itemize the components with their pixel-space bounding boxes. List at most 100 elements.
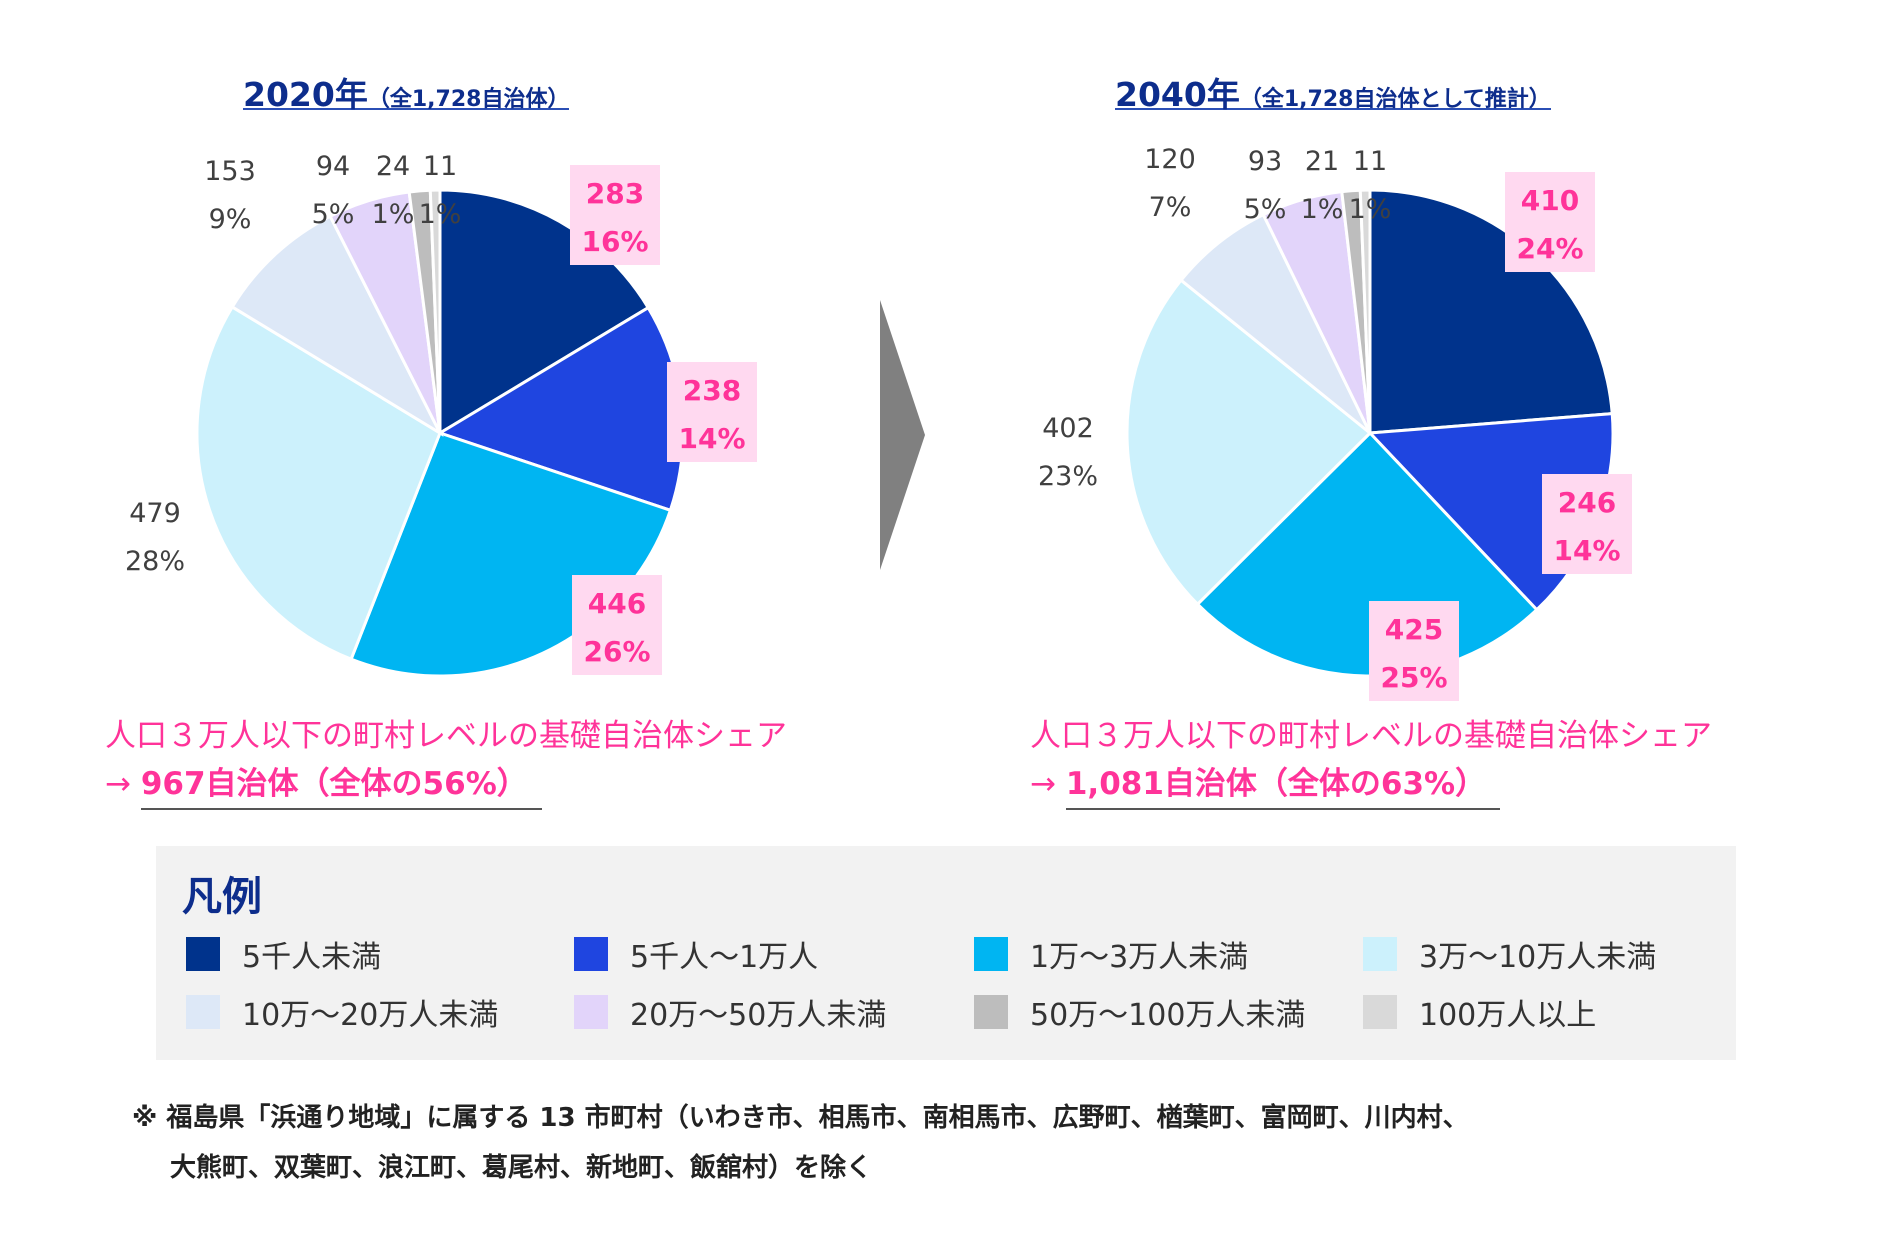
slice-percent-label: 5% xyxy=(1244,194,1287,225)
legend-item: 3万～10万人未満 xyxy=(1363,932,1656,976)
pie-chart-2040 xyxy=(1125,188,1615,678)
legend-swatch xyxy=(186,995,220,1029)
pie-slice xyxy=(1261,189,1372,434)
slice-percent-label: 1% xyxy=(419,199,462,230)
summary-arrow: → xyxy=(1030,766,1066,802)
slice-label-highlight xyxy=(1542,474,1632,574)
legend-item: 50万～100万人未満 xyxy=(974,990,1305,1034)
slice-count-label: 93 xyxy=(1248,146,1282,177)
slice-count-label: 24 xyxy=(376,151,410,182)
pie-slice xyxy=(195,304,442,662)
slice-count-label: 410 xyxy=(1521,184,1579,217)
slice-label: 93 5% xyxy=(1244,146,1287,225)
footnote-line2: 大熊町、双葉町、浪江町、葛尾村、新地町、飯舘村）を除く xyxy=(170,1153,873,1183)
chart-title-2020: 2020年（全1,728自治体） xyxy=(243,68,570,114)
slice-percent-label: 28% xyxy=(125,546,185,577)
legend-item: 5千人～1万人 xyxy=(574,932,818,976)
legend: 凡例 5千人未満 5千人～1万人 1万～3万人未満 3万～10万人未満 10万～… xyxy=(156,846,1736,1060)
slice-count-label: 120 xyxy=(1144,144,1196,175)
summary-line1: 人口３万人以下の町村レベルの基礎自治体シェア xyxy=(1030,718,1712,754)
legend-item: 10万～20万人未満 xyxy=(186,990,498,1034)
legend-label: 5千人～1万人 xyxy=(630,940,819,975)
pie-slice xyxy=(428,188,442,434)
slice-label: 11 1% xyxy=(1349,146,1392,225)
slice-count-label: 11 xyxy=(1353,146,1387,177)
legend-label: 5千人未満 xyxy=(242,940,382,975)
slice-percent-label: 1% xyxy=(1349,194,1392,225)
legend-swatch xyxy=(1363,937,1397,971)
legend-label: 50万～100万人未満 xyxy=(1030,998,1306,1033)
pie-slice xyxy=(1340,188,1372,434)
summary-count: 967自治体（全体の56%） xyxy=(140,760,542,810)
footnote-line1: ※ 福島県「浜通り地域」に属する 13 市町村（いわき市、相馬市、南相馬市、広野… xyxy=(132,1103,1469,1133)
pie-slice xyxy=(230,214,444,438)
pie-chart-2020 xyxy=(195,188,685,678)
summary-arrow: → xyxy=(105,766,141,802)
chart-title-2040: 2040年（全1,728自治体として推計） xyxy=(1115,68,1551,114)
slice-percent-label: 1% xyxy=(372,199,415,230)
slice-count-label: 238 xyxy=(683,374,741,407)
legend-item: 5千人未満 xyxy=(186,932,381,976)
pie-slice xyxy=(438,188,651,436)
slice-percent-label: 5% xyxy=(312,199,355,230)
legend-title: 凡例 xyxy=(182,874,262,920)
chart-title-year: 2020年 xyxy=(243,75,368,114)
pie-slice xyxy=(1358,188,1372,434)
pie-slice xyxy=(436,305,685,513)
slice-count-label: 21 xyxy=(1305,146,1339,177)
slice-label: 11 1% xyxy=(419,151,462,230)
summary-line1: 人口３万人以下の町村レベルの基礎自治体シェア xyxy=(105,718,787,754)
slice-percent-label: 23% xyxy=(1038,461,1098,492)
slice-count-label: 425 xyxy=(1385,613,1443,646)
pie-slice xyxy=(1125,278,1373,607)
legend-item: 100万人以上 xyxy=(1363,990,1596,1034)
chart-title-year: 2040年 xyxy=(1115,75,1240,114)
slice-label-highlight xyxy=(667,362,757,462)
slice-percent-label: 26% xyxy=(583,635,650,668)
legend-swatch xyxy=(574,995,608,1029)
slice-label: 24 1% xyxy=(372,151,415,230)
pie-slice xyxy=(1195,430,1539,678)
slice-percent-label: 7% xyxy=(1149,192,1192,223)
legend-item: 20万～50万人未満 xyxy=(574,990,886,1034)
slice-label: 94 5% xyxy=(312,151,355,230)
pie-slice xyxy=(1366,411,1615,612)
slice-count-label: 94 xyxy=(316,151,350,182)
slice-count-label: 153 xyxy=(204,156,256,187)
legend-label: 10万～20万人未満 xyxy=(242,998,499,1033)
summary-count: 1,081自治体（全体の63%） xyxy=(1065,760,1501,810)
legend-label: 100万人以上 xyxy=(1419,998,1597,1033)
slice-label: 21 1% xyxy=(1301,146,1344,225)
legend-swatch xyxy=(974,995,1008,1029)
legend-label: 3万～10万人未満 xyxy=(1419,940,1657,975)
pie-slice xyxy=(1368,188,1614,435)
legend-swatch xyxy=(1363,995,1397,1029)
pie-slice xyxy=(407,188,442,434)
slice-label: 479 28% xyxy=(125,498,185,577)
slice-count-label: 402 xyxy=(1042,413,1094,444)
chart-title-subtitle: （全1,728自治体として推計） xyxy=(1239,87,1551,112)
slice-percent-label: 24% xyxy=(1516,232,1583,265)
legend-item: 1万～3万人未満 xyxy=(974,932,1248,976)
transition-arrow-icon xyxy=(880,300,925,570)
slice-count-label: 283 xyxy=(586,177,644,210)
pie-slice xyxy=(1178,212,1372,435)
pie-slice xyxy=(328,190,442,434)
slice-label-highlight xyxy=(570,165,660,265)
slice-count-label: 246 xyxy=(1558,486,1616,519)
slice-label: 153 9% xyxy=(204,156,256,235)
slice-count-label: 11 xyxy=(423,151,457,182)
pie-slice xyxy=(349,431,673,678)
legend-swatch xyxy=(974,937,1008,971)
slice-percent-label: 16% xyxy=(581,225,648,258)
summary-2040: 人口３万人以下の町村レベルの基礎自治体シェア → 1,081自治体（全体の63%… xyxy=(1030,712,1712,810)
slice-label-highlight xyxy=(1369,601,1459,701)
legend-label: 20万～50万人未満 xyxy=(630,998,887,1033)
slice-percent-label: 25% xyxy=(1380,661,1447,694)
chart-title-subtitle: （全1,728自治体） xyxy=(367,87,570,112)
summary-line2: → 967自治体（全体の56%） xyxy=(105,760,787,810)
